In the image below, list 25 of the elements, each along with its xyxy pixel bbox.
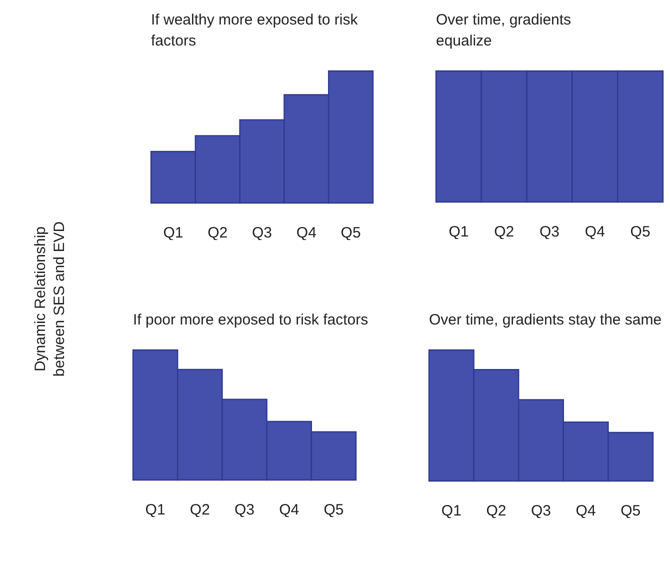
x-tick-label: Q2	[494, 224, 514, 240]
x-tick-label: Q4	[279, 502, 300, 518]
chart-title: If poor more exposed to risk factors	[133, 311, 368, 328]
x-tick-label: Q4	[576, 502, 596, 520]
x-tick-label: Q2	[190, 502, 210, 518]
text: Dynamic Relationship between SES and EVD	[31, 220, 69, 379]
x-tick-label: Q3	[539, 224, 560, 240]
x-tick-label: Q3	[530, 502, 552, 520]
chart-title: Over time, gradients equalize	[436, 11, 572, 50]
x-tick-label: Q3	[234, 502, 255, 518]
x-tick-label: Q4	[584, 224, 605, 240]
x-tick-label: Q2	[486, 502, 506, 520]
x-tick-label: Q4	[296, 224, 316, 242]
x-tick-label: Q1	[448, 224, 469, 240]
x-tick-label: Q1	[163, 224, 184, 242]
chart-title: If wealthy more exposed to risk factors	[151, 11, 358, 50]
x-tick-label: Q5	[324, 502, 344, 518]
x-tick-label: Q5	[340, 224, 361, 242]
x-tick-label: Q3	[252, 224, 272, 242]
x-tick-label: Q5	[630, 224, 650, 240]
x-tick-label: Q5	[620, 502, 641, 520]
x-tick-label: Q1	[145, 502, 166, 518]
x-tick-label: Q1	[441, 502, 462, 520]
chart-title: Over time, gradients stay the same	[429, 311, 662, 328]
x-tick-label: Q2	[208, 224, 228, 242]
